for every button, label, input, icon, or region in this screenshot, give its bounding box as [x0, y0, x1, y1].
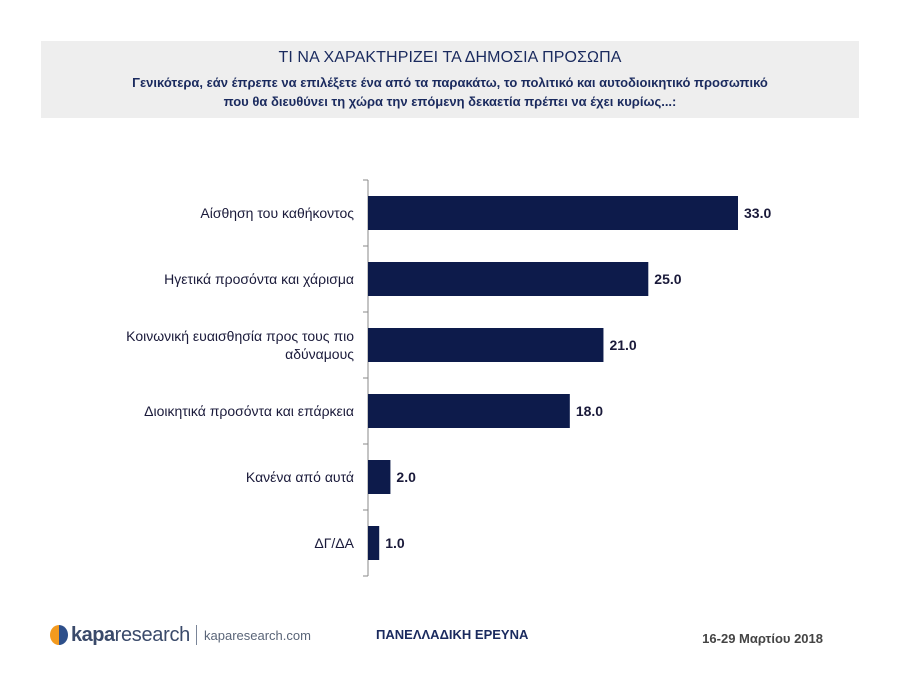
bar-chart: 33.0 Αίσθηση του καθήκοντος 25.0 Ηγετικά πρ… [126, 179, 771, 577]
header-box: ΤΙ ΝΑ ΧΑΡΑΚΤΗΡΙΖΕΙ ΤΑ ΔΗΜΟΣΙΑ ΠΡΟΣΩΠΑ Γε… [41, 41, 859, 118]
bar [368, 460, 391, 494]
logo-brand-bold: kapa [71, 623, 115, 646]
value-label: 33.0 [744, 205, 771, 221]
category-label: Κοινωνική ευαισθησία προς τους πιο αδύναμ… [126, 328, 354, 362]
survey-label: ΠΑΝΕΛΛΑΔΙΚΗ ΕΡΕΥΝΑ [376, 627, 529, 642]
subtitle-line-1: Γενικότερα, εάν έπρεπε να επιλέξετε ένα … [132, 75, 768, 90]
bar [368, 328, 604, 362]
category-label: Διοικητικά προσόντα και επάρκεια [144, 403, 354, 419]
chart-title: ΤΙ ΝΑ ΧΑΡΑΚΤΗΡΙΖΕΙ ΤΑ ΔΗΜΟΣΙΑ ΠΡΟΣΩΠΑ [278, 49, 622, 66]
bar [368, 196, 738, 230]
logo-brand-light: research [114, 623, 191, 646]
value-label: 25.0 [654, 271, 681, 287]
category-label: Αίσθηση του καθήκοντος [200, 205, 354, 221]
logo-divider [196, 625, 198, 645]
bar [368, 394, 570, 428]
value-label: 18.0 [576, 403, 603, 419]
bar [368, 262, 649, 296]
value-label: 21.0 [609, 337, 636, 353]
category-label: Ηγετικά προσόντα και χάρισμα [164, 271, 354, 287]
value-label: 1.0 [385, 535, 405, 551]
logo-url: kaparesearch.com [204, 627, 311, 643]
kapa-research-logo: kapa research kaparesearch.com [50, 622, 311, 648]
value-label: 2.0 [396, 469, 416, 485]
survey-date: 16-29 Μαρτίου 2018 [702, 631, 823, 646]
category-label: Κανένα από αυτά [246, 469, 354, 485]
chart-subtitle: Γενικότερα, εάν έπρεπε να επιλέξετε ένα … [71, 73, 829, 111]
kapa-logo-icon [50, 625, 68, 645]
subtitle-line-2: που θα διευθύνει τη χώρα την επόμενη δεκ… [223, 94, 677, 109]
bar [368, 526, 380, 560]
category-label: ΔΓ/ΔΑ [314, 535, 354, 551]
